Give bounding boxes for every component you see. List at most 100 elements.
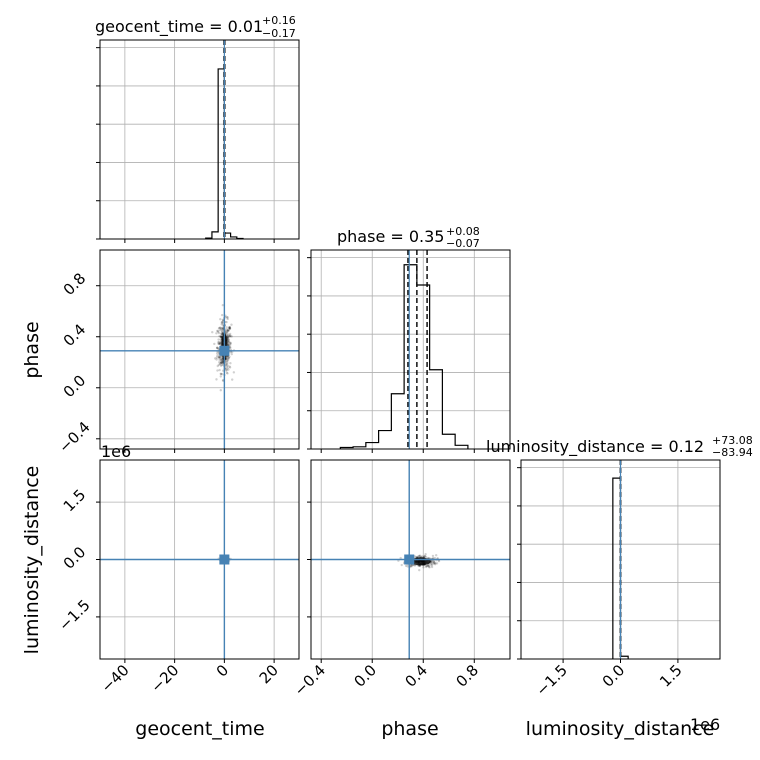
sample-point (221, 323, 225, 327)
sample-point (228, 333, 231, 337)
sample-point (417, 554, 421, 558)
xtick-label-phase-3: 0.8 (453, 661, 483, 691)
ytick-label-luminosity_distance-2: 1.5 (60, 486, 90, 516)
sample-point (413, 564, 416, 567)
sample-point (424, 555, 428, 559)
sample-point (228, 355, 231, 358)
sample-point (227, 343, 230, 346)
sample-point (226, 372, 229, 375)
sample-point (229, 346, 232, 349)
sample-point (226, 329, 229, 332)
sample-point (224, 360, 228, 364)
sample-point (221, 327, 225, 331)
panel-frame-geocent_time (99, 39, 300, 240)
ytick-label-phase-3: 0.8 (60, 269, 90, 299)
sample-point (229, 341, 232, 345)
title-geocent-time: geocent_time = 0.01 (95, 17, 263, 37)
panel-frame-phase (310, 249, 511, 450)
sample-point (225, 330, 229, 334)
sample-point (435, 562, 439, 565)
sample-point (424, 565, 428, 569)
sample-point (218, 358, 221, 362)
truth-marker-phase_vs_geocent (219, 345, 230, 356)
sample-point (217, 340, 220, 344)
sample-point (217, 340, 221, 344)
sample-point (434, 562, 437, 565)
sample-point (425, 564, 428, 568)
sample-point (433, 556, 437, 560)
sample-point (218, 361, 221, 364)
sample-point (228, 326, 231, 330)
sample-point (227, 338, 230, 341)
sample-point (227, 340, 230, 343)
sample-point (215, 356, 219, 359)
title-luminosity-distance-minus: −83.94 (712, 446, 753, 459)
sample-point (231, 378, 234, 381)
sample-point (219, 335, 223, 338)
sample-point (416, 555, 419, 558)
sample-point (420, 555, 424, 558)
sample-point (213, 342, 216, 346)
sample-point (226, 332, 229, 335)
sample-point (229, 351, 232, 354)
sample-point (220, 363, 223, 366)
sample-point (219, 326, 223, 330)
truth-layer (100, 40, 622, 659)
sample-point (220, 331, 224, 334)
sample-point (228, 341, 232, 345)
sample-point (221, 321, 224, 325)
sample-point (225, 359, 229, 362)
sample-point (226, 335, 230, 339)
sample-point (226, 355, 230, 358)
xtick-label-geocent_time-1: −20 (147, 661, 182, 696)
sample-point (219, 372, 223, 376)
sample-point (228, 327, 231, 331)
sample-point (219, 361, 223, 364)
sample-point (221, 372, 224, 376)
sample-point (410, 564, 413, 568)
sample-point (404, 564, 408, 568)
sample-point (227, 343, 230, 346)
sample-point (229, 361, 232, 365)
sample-point (217, 331, 221, 335)
sample-point (218, 342, 221, 345)
sample-point (432, 561, 436, 564)
truth-marker-ld_vs_phase (404, 554, 415, 565)
sample-point (217, 342, 221, 346)
sample-point (220, 359, 223, 363)
sample-point (217, 327, 221, 330)
sample-point (426, 564, 430, 567)
sample-point (219, 338, 222, 341)
sample-point (225, 320, 228, 324)
sample-point (226, 364, 229, 367)
sample-point (218, 357, 221, 360)
sample-point (226, 336, 230, 340)
sample-point (228, 365, 231, 368)
sample-point (225, 328, 229, 331)
sample-point (228, 334, 231, 338)
sample-point (217, 355, 221, 359)
sample-point (217, 355, 221, 359)
sample-point (431, 554, 435, 558)
sample-point (219, 341, 222, 345)
sample-point (434, 554, 438, 557)
sample-point (226, 357, 229, 361)
xtick-label-luminosity_distance-1: 0.0 (599, 661, 629, 691)
sample-point (218, 362, 222, 366)
sample-point (423, 555, 426, 558)
ytick-label-luminosity_distance-1: 0.0 (60, 543, 90, 573)
sample-point (221, 361, 225, 364)
sample-point (423, 554, 427, 558)
title-luminosity-distance: luminosity_distance = 0.12 (486, 437, 704, 457)
sample-point (219, 318, 222, 321)
sample-point (427, 556, 430, 560)
sample-point (432, 560, 435, 563)
sample-point (227, 340, 230, 344)
xtick-label-phase-1: 0.0 (350, 661, 380, 691)
sample-point (228, 327, 231, 330)
sample-point (221, 328, 224, 331)
sample-point (220, 330, 224, 333)
ytick-label-phase-2: 0.4 (60, 320, 90, 350)
sample-point (217, 347, 220, 351)
sample-point (220, 332, 223, 336)
